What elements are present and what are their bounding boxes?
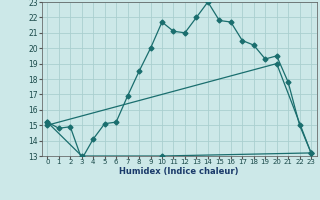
X-axis label: Humidex (Indice chaleur): Humidex (Indice chaleur)	[119, 167, 239, 176]
